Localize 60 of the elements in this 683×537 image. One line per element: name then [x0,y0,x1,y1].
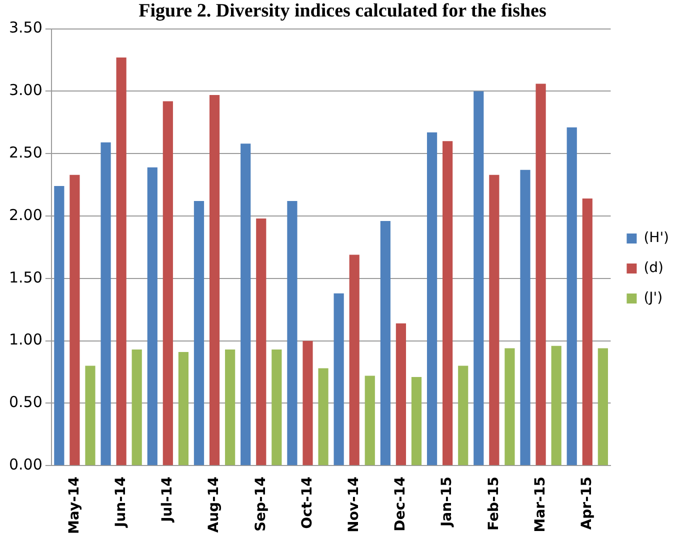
x-tick-label: Jun-14 [112,476,129,528]
x-tick-label: Sep-14 [252,476,269,532]
x-tick-label: Nov-14 [346,476,362,532]
bar [178,352,189,466]
y-tick-label: 1.50 [8,268,42,286]
x-tick-label: May-14 [66,476,82,534]
bar [364,376,375,466]
bar [380,221,390,466]
bar [504,348,515,466]
bar [85,366,96,466]
bar [349,254,360,466]
bar [256,218,266,466]
bar [411,377,422,466]
bar [474,91,484,466]
bar [100,142,111,466]
bar [162,101,173,466]
bar [598,348,608,466]
x-tick-label: Jan-15 [439,476,456,528]
bar [334,293,344,466]
bar [272,350,282,466]
bar [147,167,158,466]
bar [458,366,468,466]
y-tick-label: 2.00 [8,206,42,224]
bar [116,58,126,466]
legend-label: (J') [644,290,663,306]
bar [194,201,204,466]
legend-label: (H') [644,230,670,246]
bar [582,198,592,466]
x-tick-label: Apr-15 [579,476,596,530]
x-tick-label: Jul-14 [160,476,176,523]
bar [287,201,298,466]
bar [132,350,142,466]
bar [566,127,577,466]
bar [551,346,562,466]
bar [70,174,80,466]
y-tick-label: 1.00 [8,330,42,349]
bar [209,94,220,466]
y-tick-label: 0.50 [8,393,42,412]
x-tick-label: Feb-15 [486,476,502,530]
bar [489,174,500,466]
bar [426,132,438,466]
y-tick-label: 0.00 [8,456,42,474]
bar [536,84,546,466]
y-tick-label: 3.50 [8,18,42,37]
bar [442,141,453,466]
bar [396,323,406,466]
bar [302,340,313,466]
bar [520,170,530,466]
y-tick-label: 2.50 [8,144,42,162]
chart-title: Figure 2. Diversity indices calculated for the fishes [138,0,546,22]
x-tick-label: Oct-14 [299,476,316,529]
x-tick-label: Mar-15 [532,476,548,532]
y-tick-label: 3.00 [8,81,42,100]
bar [240,144,251,466]
bar [225,350,236,466]
legend-label: (d) [644,260,664,276]
bar [54,186,64,466]
x-tick-label: Dec-14 [392,476,409,532]
bar [318,368,328,466]
x-tick-label: Aug-14 [206,476,222,533]
